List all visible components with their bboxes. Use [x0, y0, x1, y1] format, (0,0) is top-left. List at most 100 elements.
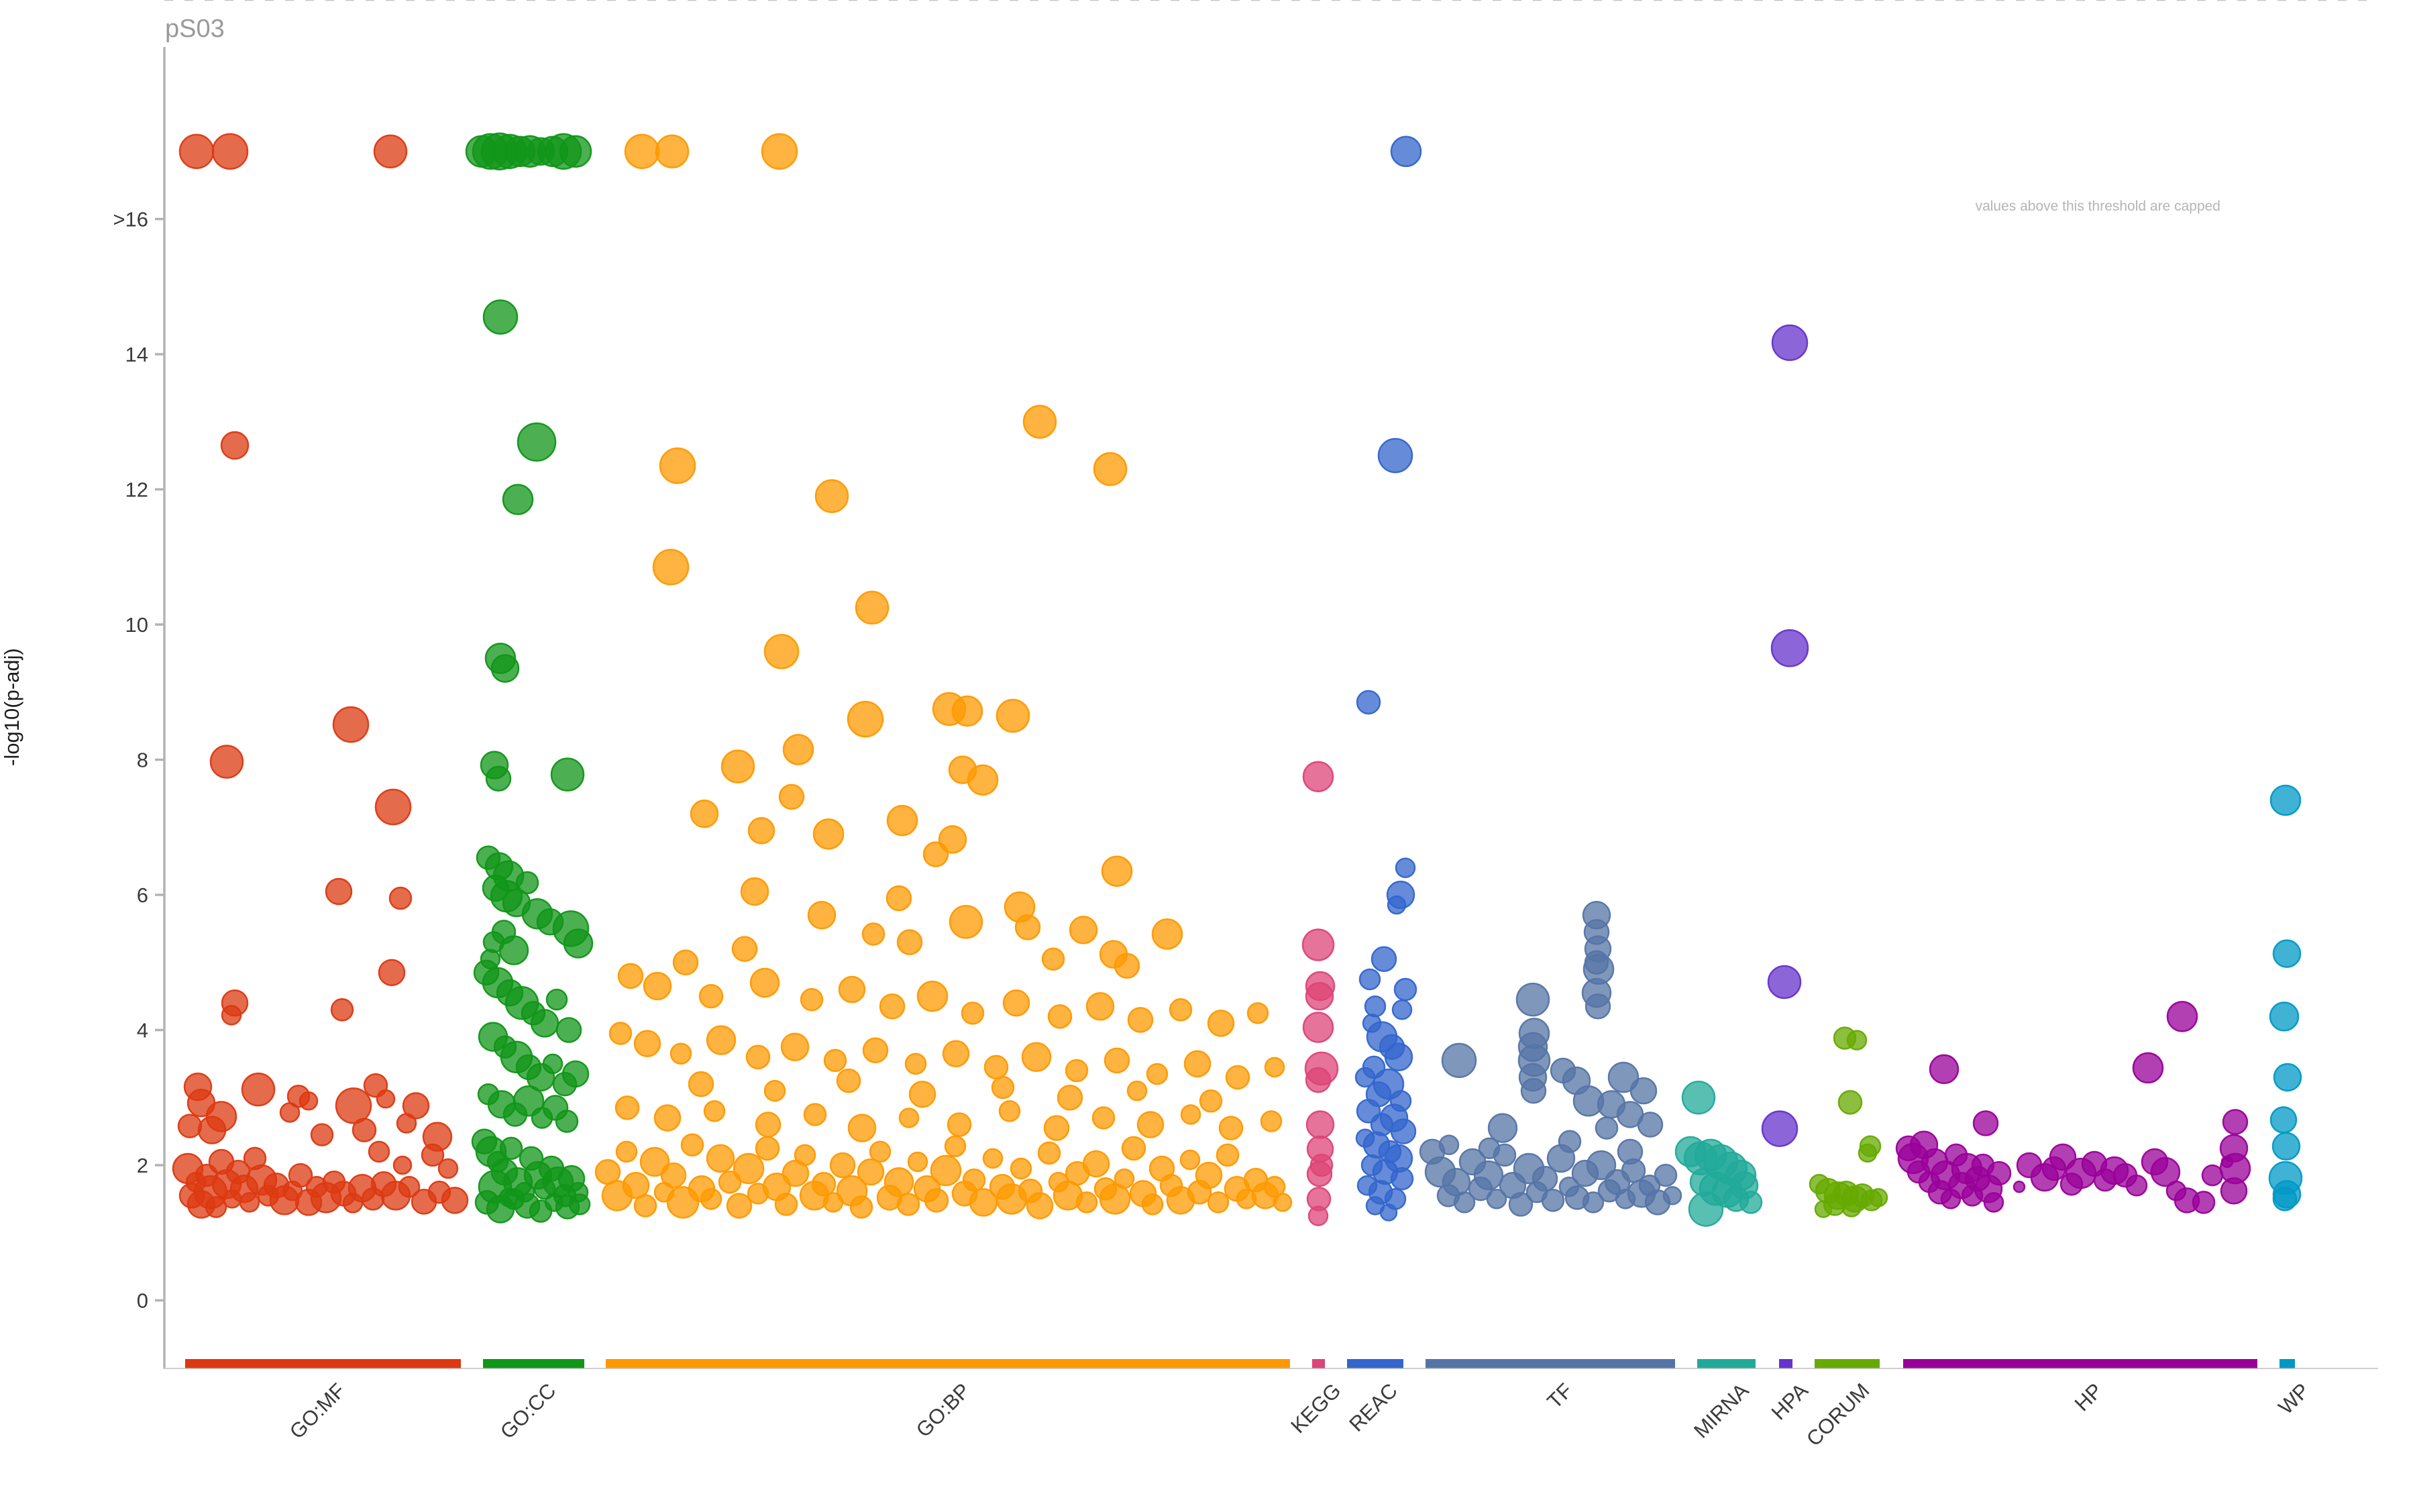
data-point-go-bp[interactable] — [1091, 1106, 1116, 1130]
data-point-go-cc[interactable] — [513, 1085, 545, 1117]
data-point-reac[interactable] — [1390, 1167, 1414, 1191]
data-point-go-cc[interactable] — [499, 1136, 523, 1160]
data-point-go-bp[interactable] — [1022, 404, 1057, 439]
data-point-tf[interactable] — [1607, 1061, 1640, 1093]
data-point-go-bp[interactable] — [838, 975, 866, 1004]
data-point-go-bp[interactable] — [660, 1162, 687, 1189]
data-point-go-mf[interactable] — [352, 1118, 377, 1142]
data-point-mirna[interactable] — [1688, 1191, 1724, 1227]
data-point-go-bp[interactable] — [1010, 1157, 1032, 1180]
data-point-go-bp[interactable] — [763, 1079, 786, 1102]
data-point-go-bp[interactable] — [706, 1144, 735, 1173]
data-point-corum[interactable] — [1837, 1090, 1863, 1115]
data-point-corum[interactable] — [1814, 1200, 1833, 1218]
data-point-hp[interactable] — [2192, 1191, 2216, 1214]
data-point-go-bp[interactable] — [782, 734, 814, 765]
data-point-go-bp[interactable] — [896, 929, 923, 955]
data-point-go-cc[interactable] — [515, 871, 539, 895]
data-point-go-bp[interactable] — [680, 1133, 704, 1157]
data-point-go-mf[interactable] — [402, 1092, 430, 1120]
data-point-go-bp[interactable] — [898, 1108, 920, 1128]
data-point-go-bp[interactable] — [794, 1144, 816, 1167]
data-point-go-mf[interactable] — [374, 788, 412, 826]
data-point-go-bp[interactable] — [907, 1151, 928, 1173]
data-point-hp[interactable] — [1972, 1110, 1999, 1136]
data-point-go-bp[interactable] — [763, 634, 800, 669]
data-point-go-bp[interactable] — [653, 1104, 682, 1132]
data-point-go-bp[interactable] — [1183, 1050, 1212, 1078]
data-point-hp[interactable] — [1929, 1054, 1960, 1085]
data-point-go-bp[interactable] — [1026, 1192, 1054, 1220]
data-point-go-bp[interactable] — [1225, 1065, 1250, 1090]
data-point-go-bp[interactable] — [1021, 1042, 1052, 1073]
data-point-go-bp[interactable] — [949, 905, 983, 939]
data-point-go-bp[interactable] — [857, 1158, 885, 1186]
data-point-go-bp[interactable] — [1199, 1089, 1223, 1113]
data-point-kegg[interactable] — [1309, 1153, 1334, 1177]
data-point-go-bp[interactable] — [944, 1135, 967, 1158]
data-point-go-bp[interactable] — [622, 1171, 650, 1199]
data-point-tf[interactable] — [1438, 1134, 1460, 1156]
data-point-go-cc[interactable] — [498, 935, 529, 965]
data-point-go-mf[interactable] — [211, 133, 249, 170]
data-point-tf[interactable] — [1617, 1138, 1644, 1165]
data-point-go-bp[interactable] — [780, 1032, 810, 1061]
data-point-reac[interactable] — [1390, 1118, 1417, 1144]
data-point-hpa[interactable] — [1771, 324, 1809, 362]
data-point-reac[interactable] — [1354, 1067, 1376, 1088]
data-point-go-bp[interactable] — [1146, 1063, 1169, 1085]
data-point-tf[interactable] — [1541, 1189, 1565, 1212]
data-point-go-mf[interactable] — [221, 1005, 242, 1026]
data-point-go-bp[interactable] — [1273, 1193, 1293, 1212]
data-point-go-bp[interactable] — [731, 936, 758, 962]
data-point-tf[interactable] — [1441, 1042, 1477, 1079]
data-point-go-mf[interactable] — [239, 1192, 260, 1213]
data-point-go-bp[interactable] — [1263, 1175, 1286, 1198]
data-point-wp[interactable] — [2272, 939, 2302, 968]
data-point-go-bp[interactable] — [823, 1048, 847, 1073]
data-point-go-cc[interactable] — [555, 1017, 582, 1043]
data-point-corum[interactable] — [1846, 1030, 1868, 1050]
data-point-go-bp[interactable] — [1101, 855, 1133, 887]
data-point-go-bp[interactable] — [1041, 947, 1065, 971]
data-point-tf[interactable] — [1585, 993, 1611, 1020]
data-point-go-bp[interactable] — [879, 993, 906, 1020]
data-point-reac[interactable] — [1391, 1000, 1413, 1020]
data-point-go-bp[interactable] — [1043, 1115, 1070, 1141]
data-point-hp[interactable] — [2220, 1177, 2248, 1205]
data-point-hp[interactable] — [1986, 1160, 2012, 1186]
data-point-hp[interactable] — [2125, 1174, 2148, 1197]
data-point-go-bp[interactable] — [1260, 1110, 1283, 1132]
data-point-go-mf[interactable] — [421, 1143, 445, 1167]
data-point-go-bp[interactable] — [862, 1037, 889, 1063]
data-point-go-mf[interactable] — [376, 1089, 396, 1109]
data-point-go-bp[interactable] — [869, 1140, 892, 1163]
data-point-go-bp[interactable] — [811, 1171, 837, 1197]
data-point-go-cc[interactable] — [555, 1110, 579, 1133]
data-point-go-bp[interactable] — [615, 1140, 638, 1163]
data-point-wp[interactable] — [2271, 1132, 2301, 1161]
data-point-go-bp[interactable] — [1114, 953, 1140, 979]
data-point-go-bp[interactable] — [1099, 1183, 1131, 1215]
data-point-go-bp[interactable] — [922, 841, 949, 867]
data-point-tf[interactable] — [1473, 1160, 1504, 1191]
data-point-go-mf[interactable] — [378, 959, 406, 987]
data-point-reac[interactable] — [1364, 995, 1387, 1018]
data-point-reac[interactable] — [1395, 857, 1416, 878]
data-point-tf[interactable] — [1637, 1112, 1664, 1138]
data-point-go-mf[interactable] — [288, 1163, 313, 1188]
data-point-go-bp[interactable] — [800, 987, 824, 1012]
data-point-go-bp[interactable] — [1037, 1141, 1061, 1165]
data-point-tf[interactable] — [1486, 1189, 1507, 1209]
data-point-go-bp[interactable] — [1126, 1080, 1148, 1101]
data-point-hp[interactable] — [2201, 1164, 2224, 1187]
data-point-go-bp[interactable] — [1180, 1104, 1201, 1125]
data-point-go-mf[interactable] — [197, 1116, 227, 1144]
data-point-go-cc[interactable] — [502, 484, 534, 515]
data-point-tf[interactable] — [1515, 982, 1550, 1017]
data-point-go-cc[interactable] — [561, 1060, 590, 1088]
data-point-go-bp[interactable] — [812, 818, 845, 850]
data-point-go-bp[interactable] — [706, 1025, 737, 1055]
data-point-go-bp[interactable] — [1127, 1007, 1154, 1033]
data-point-go-mf[interactable] — [178, 133, 215, 169]
